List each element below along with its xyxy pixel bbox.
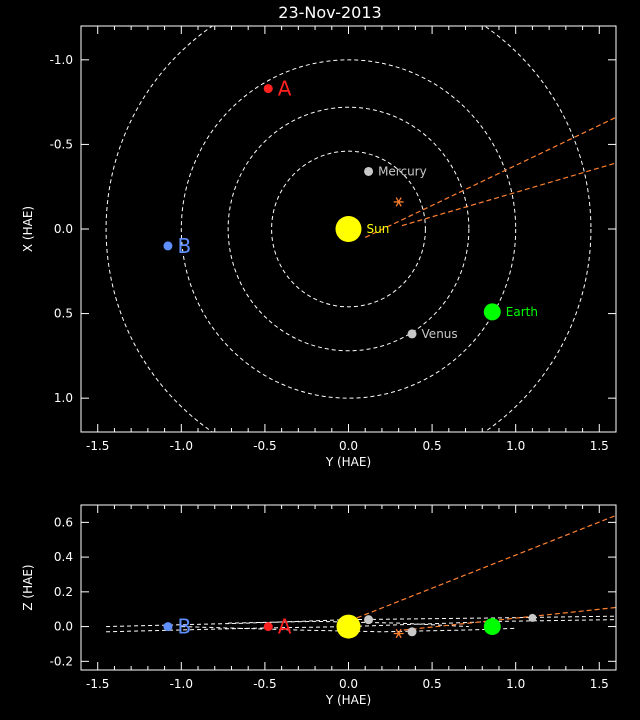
axes-frame	[80, 504, 617, 671]
body-sun	[336, 614, 361, 639]
x-tick-label: -1.0	[170, 439, 193, 453]
y-axis-label: Z (HAE)	[21, 564, 35, 610]
x-tick-label: 0.0	[339, 677, 358, 691]
y-tick-label: 0.0	[54, 620, 73, 634]
orbit-panel-bottom: A B -1.5 -1.0 -0.5 0.0 0.5 1.0 1.5 -0.2 0.0 0.2 0.4 0…	[21, 504, 617, 707]
y-tick-label: -0.5	[50, 137, 73, 151]
body-mercury	[364, 166, 374, 176]
x-tick-label: 0.0	[339, 439, 358, 453]
asterisk-stroke	[395, 197, 402, 207]
orbit-ring-1	[227, 106, 470, 352]
x-tick-label: 1.0	[506, 439, 525, 453]
plot-area-bottom	[106, 514, 616, 639]
orbit-line-0	[106, 619, 616, 633]
cme-marker	[393, 197, 404, 207]
body-venus	[407, 329, 417, 339]
y-axis-label: X (HAE)	[21, 206, 35, 252]
body-mercury-2	[528, 613, 537, 622]
body-label-sun: Sun	[367, 222, 390, 236]
body-label-a: A	[278, 615, 292, 639]
plot-area-top	[105, 26, 616, 432]
y-tick-label: 0.6	[54, 515, 73, 529]
y-tick-label: -0.2	[50, 654, 73, 668]
body-label-a: A	[278, 77, 292, 101]
body-label-b: B	[177, 615, 191, 639]
body-label-b: B	[177, 234, 191, 258]
y-tick-label: 0.0	[54, 222, 73, 236]
body-venus	[407, 627, 417, 637]
orbit-line-2	[181, 626, 516, 633]
body-b	[163, 241, 173, 251]
x-tick-label: -0.5	[253, 677, 276, 691]
y-tick-label: -1.0	[50, 53, 73, 67]
orbit-ring-0	[271, 150, 426, 308]
x-tick-label: -1.0	[170, 677, 193, 691]
orbit-panel-top: Sun Mercury Venus Earth A B -1.5 -1.0 -0.5 0.0 0.5…	[21, 25, 617, 469]
x-tick-label: -1.5	[86, 439, 109, 453]
orbit-ring-2	[180, 59, 517, 399]
y-tick-label: 0.5	[54, 307, 73, 321]
x-tick-label: 1.5	[590, 677, 609, 691]
chart-title: 23-Nov-2013	[278, 3, 381, 22]
trajectory-line-1	[403, 606, 616, 631]
body-mercury	[364, 615, 374, 625]
body-earth	[483, 303, 501, 321]
body-earth	[483, 618, 501, 636]
trajectory-line-1	[401, 162, 616, 227]
body-a	[263, 84, 273, 94]
x-tick-label: 1.5	[590, 439, 609, 453]
x-tick-label: -0.5	[253, 439, 276, 453]
trajectory-line-0	[364, 116, 616, 238]
body-sun	[335, 216, 362, 242]
y-tick-label: 1.0	[54, 391, 73, 405]
x-tick-label: 1.0	[506, 677, 525, 691]
x-tick-label: 0.5	[423, 439, 442, 453]
x-tick-label: 0.5	[423, 677, 442, 691]
x-tick-label: -1.5	[86, 677, 109, 691]
x-axis-label: Y (HAE)	[325, 455, 371, 469]
body-b	[163, 622, 173, 632]
y-tick-label: 0.4	[54, 550, 73, 564]
body-label-earth: Earth	[506, 305, 538, 319]
body-a	[263, 622, 273, 632]
body-label-venus: Venus	[422, 327, 458, 341]
cme-marker	[393, 628, 404, 639]
body-label-mercury: Mercury	[378, 164, 427, 178]
y-tick-label: 0.2	[54, 585, 73, 599]
orbit-line-1	[106, 615, 616, 628]
orbit-ring-3	[105, 26, 592, 432]
trajectory-line-0	[356, 514, 616, 619]
asterisk-stroke	[395, 628, 402, 639]
x-axis-label: Y (HAE)	[325, 693, 371, 707]
